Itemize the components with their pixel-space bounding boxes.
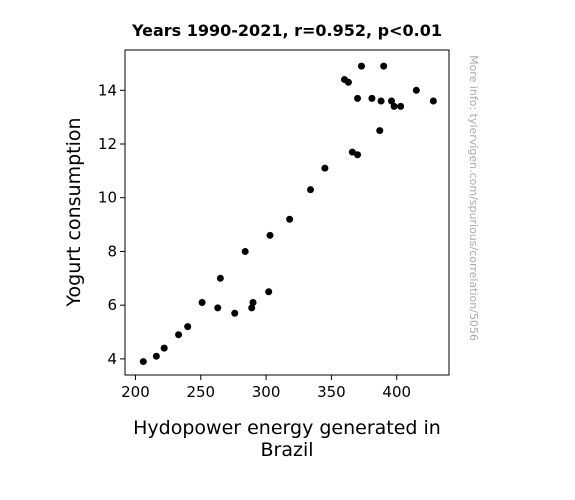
x-axis: 200 250 300 350 400: [121, 375, 411, 401]
data-point-31: [412, 86, 420, 94]
data-point-30: [397, 102, 405, 110]
y-tick-label-12: 12: [98, 135, 117, 153]
data-point-8: [216, 274, 224, 282]
y-tick-label-10: 10: [98, 189, 117, 207]
data-point-20: [348, 148, 356, 156]
data-point-15: [286, 215, 294, 223]
data-point-17: [321, 164, 329, 172]
y-tick-label-6: 6: [107, 296, 117, 314]
data-point-9: [231, 309, 239, 317]
data-point-22: [354, 94, 362, 102]
data-point-10: [241, 247, 249, 255]
data-points: [139, 62, 437, 366]
data-point-32: [429, 97, 437, 105]
data-point-4: [175, 331, 183, 339]
data-point-27: [380, 62, 388, 70]
data-point-29: [390, 102, 398, 110]
x-tick-label-200: 200: [121, 383, 150, 401]
y-axis-label: Yogurt consumption: [63, 117, 85, 307]
plot-area: 200 250 300 350 400 4 6 8 10 12 14: [98, 49, 450, 401]
y-tick-label-4: 4: [107, 350, 117, 368]
data-point-7: [214, 304, 222, 312]
x-axis-label-line-2: Brazil: [260, 439, 313, 461]
x-tick-label-350: 350: [317, 383, 346, 401]
data-point-23: [357, 62, 365, 70]
chart-title: Years 1990-2021, r=0.952, p<0.01: [131, 21, 442, 40]
data-point-14: [266, 231, 274, 239]
data-point-13: [265, 288, 273, 296]
source-note: More info: tylervigen.com/spurious/corre…: [467, 55, 480, 341]
data-point-6: [198, 298, 206, 306]
data-point-19: [344, 78, 352, 86]
data-point-3: [160, 344, 168, 352]
data-point-26: [377, 97, 385, 105]
x-tick-label-400: 400: [382, 383, 411, 401]
data-point-11: [248, 304, 256, 312]
data-point-16: [307, 186, 315, 194]
data-point-2: [152, 352, 160, 360]
x-axis-label-line-1: Hydopower energy generated in: [133, 417, 441, 439]
data-point-12: [249, 298, 257, 306]
y-axis: 4 6 8 10 12 14: [98, 81, 125, 368]
data-point-1: [139, 358, 147, 366]
data-point-24: [368, 94, 376, 102]
plot-frame: [124, 49, 450, 376]
y-tick-label-8: 8: [107, 242, 117, 260]
data-point-25: [376, 127, 384, 135]
y-tick-label-14: 14: [98, 81, 117, 99]
x-tick-label-300: 300: [252, 383, 281, 401]
x-tick-label-250: 250: [186, 383, 215, 401]
data-point-21: [354, 151, 362, 159]
data-point-28: [388, 97, 396, 105]
data-point-5: [184, 323, 192, 331]
